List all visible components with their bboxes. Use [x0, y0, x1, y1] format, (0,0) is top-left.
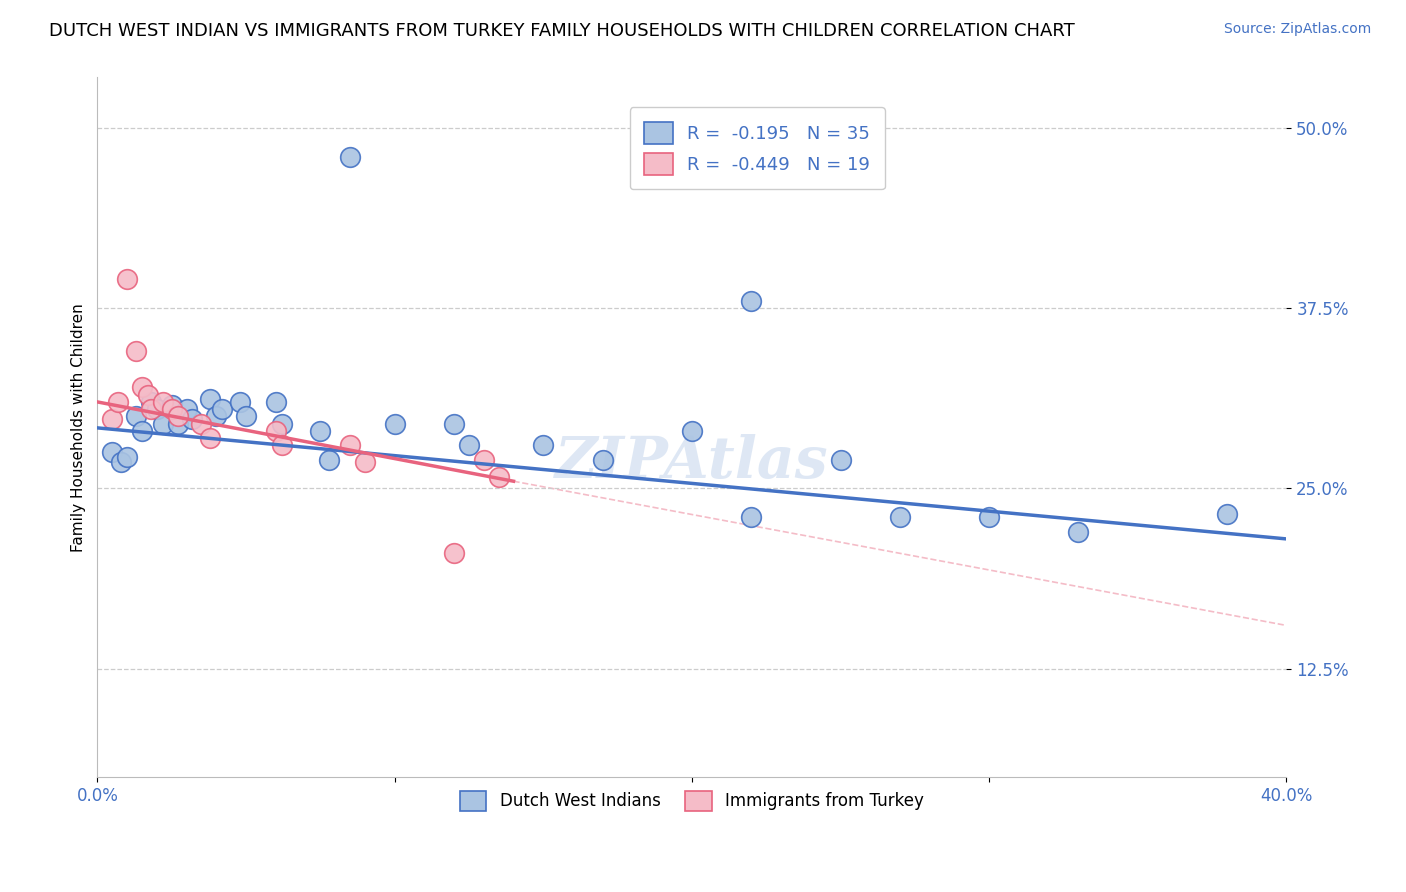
- Point: [190, 417, 212, 431]
- Point: [205, 409, 228, 424]
- Point: [443, 546, 465, 560]
- Point: [110, 455, 132, 469]
- Point: [146, 402, 169, 417]
- Point: [125, 344, 148, 359]
- Point: [125, 409, 148, 424]
- Point: [176, 402, 198, 417]
- Point: [979, 510, 1001, 524]
- Point: [229, 395, 252, 409]
- Point: [458, 438, 481, 452]
- Point: [740, 510, 762, 524]
- Point: [354, 455, 377, 469]
- Point: [531, 438, 554, 452]
- Point: [131, 380, 153, 394]
- Point: [443, 417, 465, 431]
- Point: [139, 402, 162, 417]
- Point: [318, 452, 340, 467]
- Point: [1216, 508, 1239, 522]
- Point: [139, 395, 162, 409]
- Point: [211, 402, 233, 417]
- Point: [270, 438, 292, 452]
- Point: [160, 398, 183, 412]
- Point: [152, 395, 174, 409]
- Text: DUTCH WEST INDIAN VS IMMIGRANTS FROM TURKEY FAMILY HOUSEHOLDS WITH CHILDREN CORR: DUTCH WEST INDIAN VS IMMIGRANTS FROM TUR…: [49, 22, 1076, 40]
- Point: [200, 392, 222, 406]
- Legend: Dutch West Indians, Immigrants from Turkey: Dutch West Indians, Immigrants from Turk…: [446, 778, 938, 824]
- Point: [384, 417, 406, 431]
- Y-axis label: Family Households with Children: Family Households with Children: [72, 302, 86, 551]
- Text: ZIPAtlas: ZIPAtlas: [555, 434, 828, 491]
- Point: [270, 417, 292, 431]
- Point: [309, 424, 332, 438]
- Text: Source: ZipAtlas.com: Source: ZipAtlas.com: [1223, 22, 1371, 37]
- Point: [115, 272, 138, 286]
- Point: [339, 150, 361, 164]
- Point: [264, 424, 287, 438]
- Point: [830, 452, 852, 467]
- Point: [166, 417, 188, 431]
- Point: [472, 452, 495, 467]
- Point: [235, 409, 257, 424]
- Point: [136, 387, 159, 401]
- Point: [264, 395, 287, 409]
- Point: [152, 417, 174, 431]
- Point: [681, 424, 703, 438]
- Point: [166, 409, 188, 424]
- Point: [115, 450, 138, 464]
- Point: [107, 395, 129, 409]
- Point: [488, 470, 510, 484]
- Point: [889, 510, 911, 524]
- Point: [592, 452, 614, 467]
- Point: [131, 424, 153, 438]
- Point: [200, 431, 222, 445]
- Point: [160, 402, 183, 417]
- Point: [740, 293, 762, 308]
- Point: [101, 445, 124, 459]
- Point: [181, 412, 204, 426]
- Point: [339, 438, 361, 452]
- Point: [101, 412, 124, 426]
- Point: [1067, 524, 1090, 539]
